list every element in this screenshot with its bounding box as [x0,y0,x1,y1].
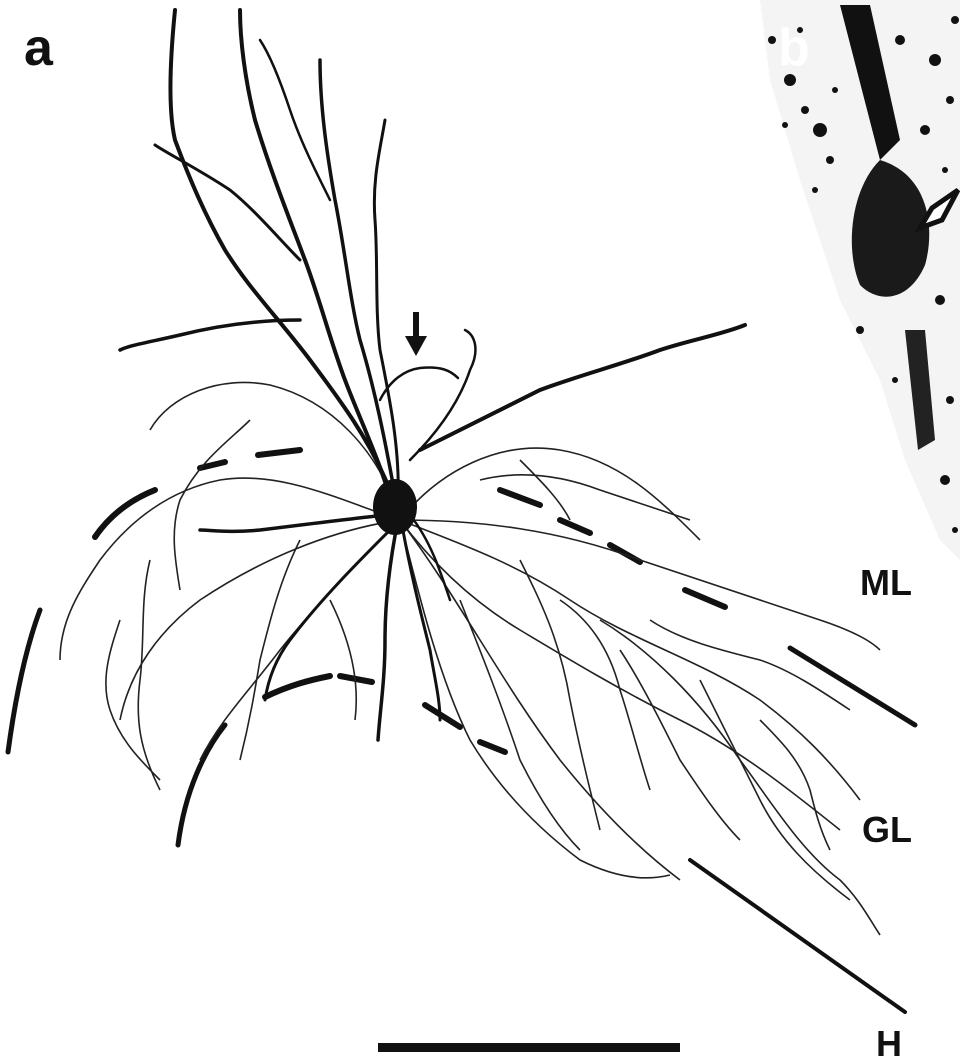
neuron-soma [373,479,417,535]
layer-boundaries [5,447,918,1014]
panel-a-label: a [24,19,53,77]
scale-bar [378,1043,680,1052]
open-arrow-icon [914,187,960,233]
panel-b-micrograph [760,0,960,560]
granular-layer-label: GL [862,809,912,850]
micrograph-speckles [768,16,959,533]
hilus-label: H [876,1023,902,1064]
down-arrow-icon [405,312,427,356]
dendritic-tree [118,8,747,742]
axon-plexus [59,381,881,936]
panel-b-label: b [778,19,810,77]
molecular-layer-label: ML [860,562,912,603]
